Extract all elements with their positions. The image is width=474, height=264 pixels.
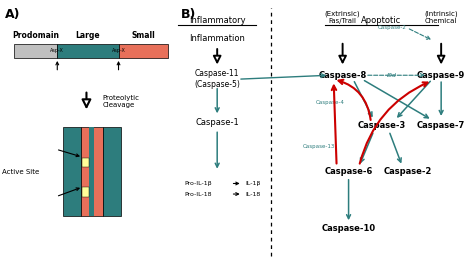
Text: A): A) (5, 8, 21, 21)
Text: Caspase-7: Caspase-7 (417, 121, 465, 130)
Bar (14, 44, 57, 58)
Text: Caspase-2: Caspase-2 (377, 25, 406, 30)
Text: Caspase-3: Caspase-3 (357, 121, 406, 130)
Bar (57, 44, 118, 58)
Text: Asp-X: Asp-X (50, 48, 64, 53)
Text: Proteolytic
Cleavage: Proteolytic Cleavage (103, 95, 140, 109)
Text: Caspase-11
(Caspase-5): Caspase-11 (Caspase-5) (194, 69, 240, 89)
Text: Pro-IL-18: Pro-IL-18 (184, 192, 212, 196)
Text: Caspase-1: Caspase-1 (195, 118, 239, 127)
Bar (103, 127, 121, 216)
Text: Pro-IL-1β: Pro-IL-1β (184, 181, 212, 186)
Text: Caspase-10: Caspase-10 (321, 224, 375, 233)
Text: Active Site: Active Site (2, 169, 39, 176)
Text: Caspase-13: Caspase-13 (302, 144, 335, 149)
Text: Prodomain: Prodomain (12, 31, 59, 40)
Text: Caspase-2: Caspase-2 (384, 167, 432, 176)
Text: Caspase-8: Caspase-8 (319, 71, 367, 80)
Bar (82, 158, 89, 167)
Text: (Extrinsic)
Fas/Trail: (Extrinsic) Fas/Trail (325, 11, 360, 24)
Bar (81, 127, 103, 216)
Text: Large: Large (75, 31, 100, 40)
Bar (82, 187, 89, 197)
Bar (118, 44, 167, 58)
Text: B): B) (182, 8, 197, 21)
Bar (89, 127, 94, 216)
Text: Asp-X: Asp-X (111, 48, 126, 53)
Text: Inflammation: Inflammation (189, 34, 245, 43)
Text: IL-18: IL-18 (246, 192, 261, 196)
Text: Caspase-9: Caspase-9 (417, 71, 465, 80)
Text: Apoptotic: Apoptotic (361, 16, 401, 25)
Text: Inflammatory: Inflammatory (189, 16, 246, 25)
Text: Small: Small (131, 31, 155, 40)
Text: Caspase-6: Caspase-6 (324, 167, 373, 176)
Text: (Intrinsic)
Chemical: (Intrinsic) Chemical (424, 11, 458, 24)
Text: Bid: Bid (387, 73, 397, 78)
Text: IL-1β: IL-1β (246, 181, 261, 186)
Text: Caspase-4: Caspase-4 (316, 101, 345, 105)
Bar (63, 127, 81, 216)
